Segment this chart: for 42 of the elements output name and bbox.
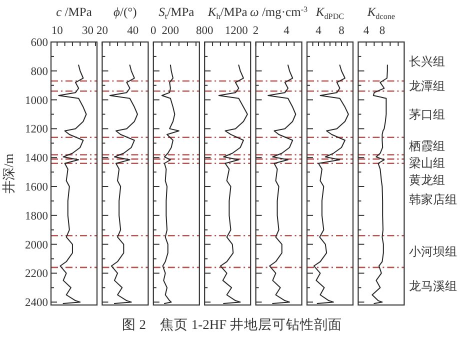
x-tick-label: 4 <box>316 25 322 37</box>
x-tick-label: 200 <box>162 25 180 37</box>
x-tick-label: 4 <box>284 25 290 37</box>
x-axis-title: c /MPa <box>56 5 92 19</box>
y-tick-label: 1000 <box>25 94 48 107</box>
y-tick-label: 2200 <box>25 268 48 280</box>
x-tick-label: 0 <box>150 25 157 37</box>
text: 小河坝组 <box>409 244 458 259</box>
text: 韩家店组 <box>409 192 458 207</box>
x-tick-label: 8 <box>379 25 386 37</box>
y-tick-label: 600 <box>30 37 48 49</box>
y-tick-label: 800 <box>30 66 48 78</box>
text: 栖霞组 <box>408 139 446 154</box>
x-axis-title: K$_{dPDC}$ <box>314 5 344 21</box>
x-tick-label: 40 <box>127 25 139 37</box>
x-tick-label: 10 <box>51 25 64 37</box>
text: 长兴组 <box>409 54 446 69</box>
y-tick-label: 1800 <box>25 210 48 222</box>
x-axis-title: S$_{t}$/MPa <box>158 5 195 21</box>
text: 黄龙组 <box>409 173 446 188</box>
y-tick-label: 1200 <box>25 124 48 136</box>
x-axis-title: ω /mg·cm$^{-3}$ <box>250 5 308 19</box>
x-tick-label: 4 <box>363 25 370 37</box>
x-tick-label: 30 <box>82 25 94 37</box>
x-axis-title: ϕ/(°) <box>114 5 137 19</box>
x-axis-title: K$_{dcone}$ <box>366 5 396 21</box>
text: 梁山组 <box>409 156 446 170</box>
y-tick-label: 1600 <box>25 182 48 194</box>
x-tick-label: 20 <box>96 25 108 37</box>
y-tick-label: 1400 <box>25 152 48 165</box>
caption: 图 2 焦页 1-2HF 井地层可钻性剖面 <box>122 317 342 332</box>
y-axis-title: 井深/m <box>1 154 16 194</box>
x-tick-label: 2 <box>252 25 259 37</box>
x-axis-title: K$_{h}$/MPa <box>206 5 248 21</box>
x-tick-label: 800 <box>196 25 214 37</box>
text: 茅口组 <box>409 107 446 122</box>
y-tick-label: 2000 <box>25 239 48 252</box>
text: 龙潭组 <box>409 79 446 94</box>
x-tick-label: 8 <box>338 25 345 37</box>
y-tick-label: 2400 <box>25 297 48 310</box>
x-tick-label: 1200 <box>224 25 248 37</box>
text: 龙马溪组 <box>409 279 458 294</box>
